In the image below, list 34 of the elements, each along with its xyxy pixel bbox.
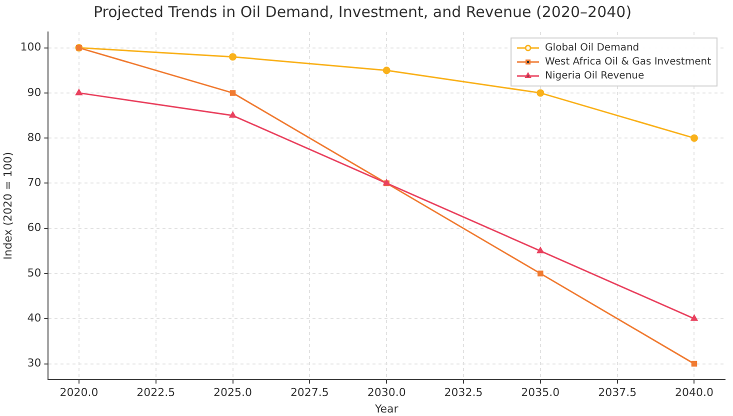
point — [382, 66, 390, 74]
y-tick-label: 50 — [27, 266, 42, 280]
x-tick-label: 2022.5 — [136, 386, 176, 400]
point — [229, 53, 237, 61]
x-tick-label: 2037.5 — [598, 386, 637, 400]
x-tick-label: 2035.0 — [521, 386, 560, 400]
legend-label: Nigeria Oil Revenue — [545, 70, 644, 82]
x-tick-label: 2027.5 — [290, 386, 329, 400]
legend-label: Global Oil Demand — [545, 42, 640, 54]
x-tick-label: 2025.0 — [214, 386, 252, 400]
point — [690, 134, 698, 142]
x-axis-title: Year — [374, 402, 399, 416]
x-tick-label: 2030.0 — [367, 386, 406, 400]
point — [691, 360, 698, 367]
point — [229, 112, 236, 118]
y-tick-label: 40 — [27, 312, 42, 325]
point — [536, 89, 544, 97]
y-tick-label: 60 — [27, 221, 42, 234]
chart-title: Projected Trends in Oil Demand, Investment, and Revenue (2020–2040) — [93, 2, 632, 21]
point — [537, 247, 544, 254]
point — [230, 90, 236, 96]
y-axis-title: Index (2020 = 100) — [1, 152, 14, 260]
y-tick-label: 70 — [27, 176, 42, 190]
y-tick-label: 30 — [27, 356, 42, 370]
y-tick-label: 100 — [20, 40, 42, 54]
legend-label: West Africa Oil & Gas Investment — [545, 56, 712, 68]
point — [538, 270, 544, 276]
point — [690, 314, 698, 321]
x-tick-label: 2032.5 — [444, 386, 483, 400]
x-tick-label: 2020.0 — [60, 386, 98, 400]
x-tick-label: 2040.0 — [674, 386, 714, 400]
point — [76, 89, 82, 96]
y-tick-label: 90 — [27, 86, 42, 99]
y-tick-label: 80 — [27, 130, 42, 144]
